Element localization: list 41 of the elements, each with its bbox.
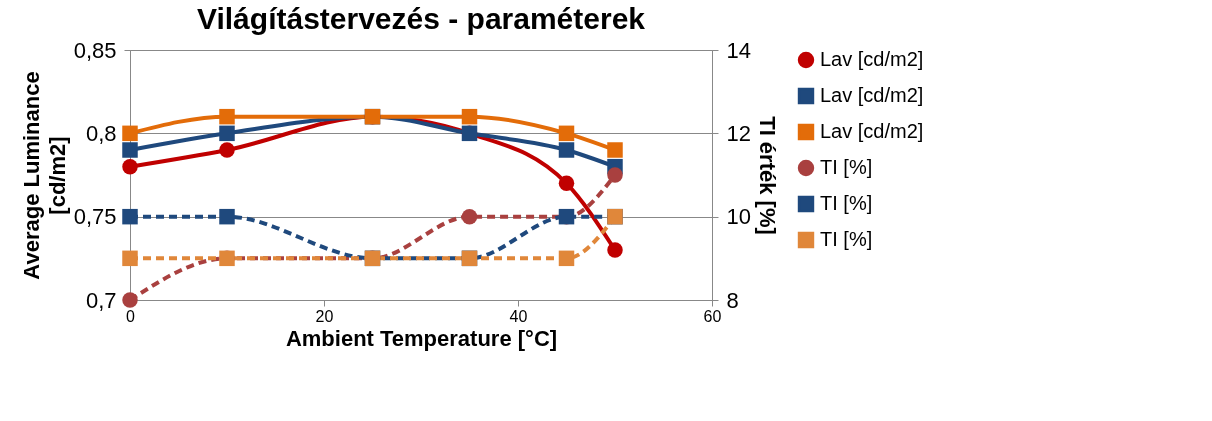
- point: [219, 108, 235, 125]
- y-axis-title: Average Luminance [cd/m2]: [18, 71, 70, 280]
- point: [558, 125, 575, 142]
- y2-tick-label: 14: [726, 37, 751, 63]
- y2-tick-label: 10: [726, 204, 751, 230]
- legend-label: Lav [cd/m2]: [820, 120, 924, 142]
- point: [607, 142, 623, 158]
- point: [122, 125, 138, 142]
- point: [122, 142, 138, 158]
- point: [558, 142, 575, 158]
- point: [461, 108, 478, 125]
- point: [122, 208, 138, 225]
- y-tick-label: 0,8: [85, 120, 117, 146]
- x-tick-label: 0: [126, 307, 136, 325]
- point: [607, 167, 623, 183]
- legend-label: TI [%]: [820, 156, 873, 178]
- chart-title: Világítástervezés - paraméterek: [196, 2, 646, 35]
- point: [122, 292, 138, 308]
- point: [219, 142, 235, 158]
- x-tick-label: 20: [315, 307, 334, 325]
- legend-label: TI [%]: [820, 228, 873, 250]
- legend-label: Lav [cd/m2]: [820, 84, 924, 106]
- point: [607, 242, 623, 258]
- x-axis-title: Ambient Temperature [°C]: [285, 325, 558, 351]
- point: [219, 208, 235, 225]
- point: [219, 125, 235, 142]
- point: [122, 158, 138, 175]
- point: [122, 250, 138, 267]
- point: [558, 250, 575, 267]
- y-tick-label: 0,85: [73, 37, 117, 63]
- y-tick-label: 0,75: [73, 204, 117, 230]
- point: [558, 175, 575, 192]
- y2-tick-label: 12: [726, 120, 751, 146]
- point: [461, 208, 478, 225]
- x-tick-label: 60: [703, 307, 722, 325]
- y-tick-label: 0,7: [85, 287, 117, 313]
- x-tick-label: 40: [509, 307, 528, 325]
- y2-axis-title: TI érték [%]: [754, 116, 780, 235]
- y2-tick-label: 8: [726, 287, 739, 313]
- legend-label: Lav [cd/m2]: [820, 48, 924, 70]
- legend-label: TI [%]: [820, 192, 873, 214]
